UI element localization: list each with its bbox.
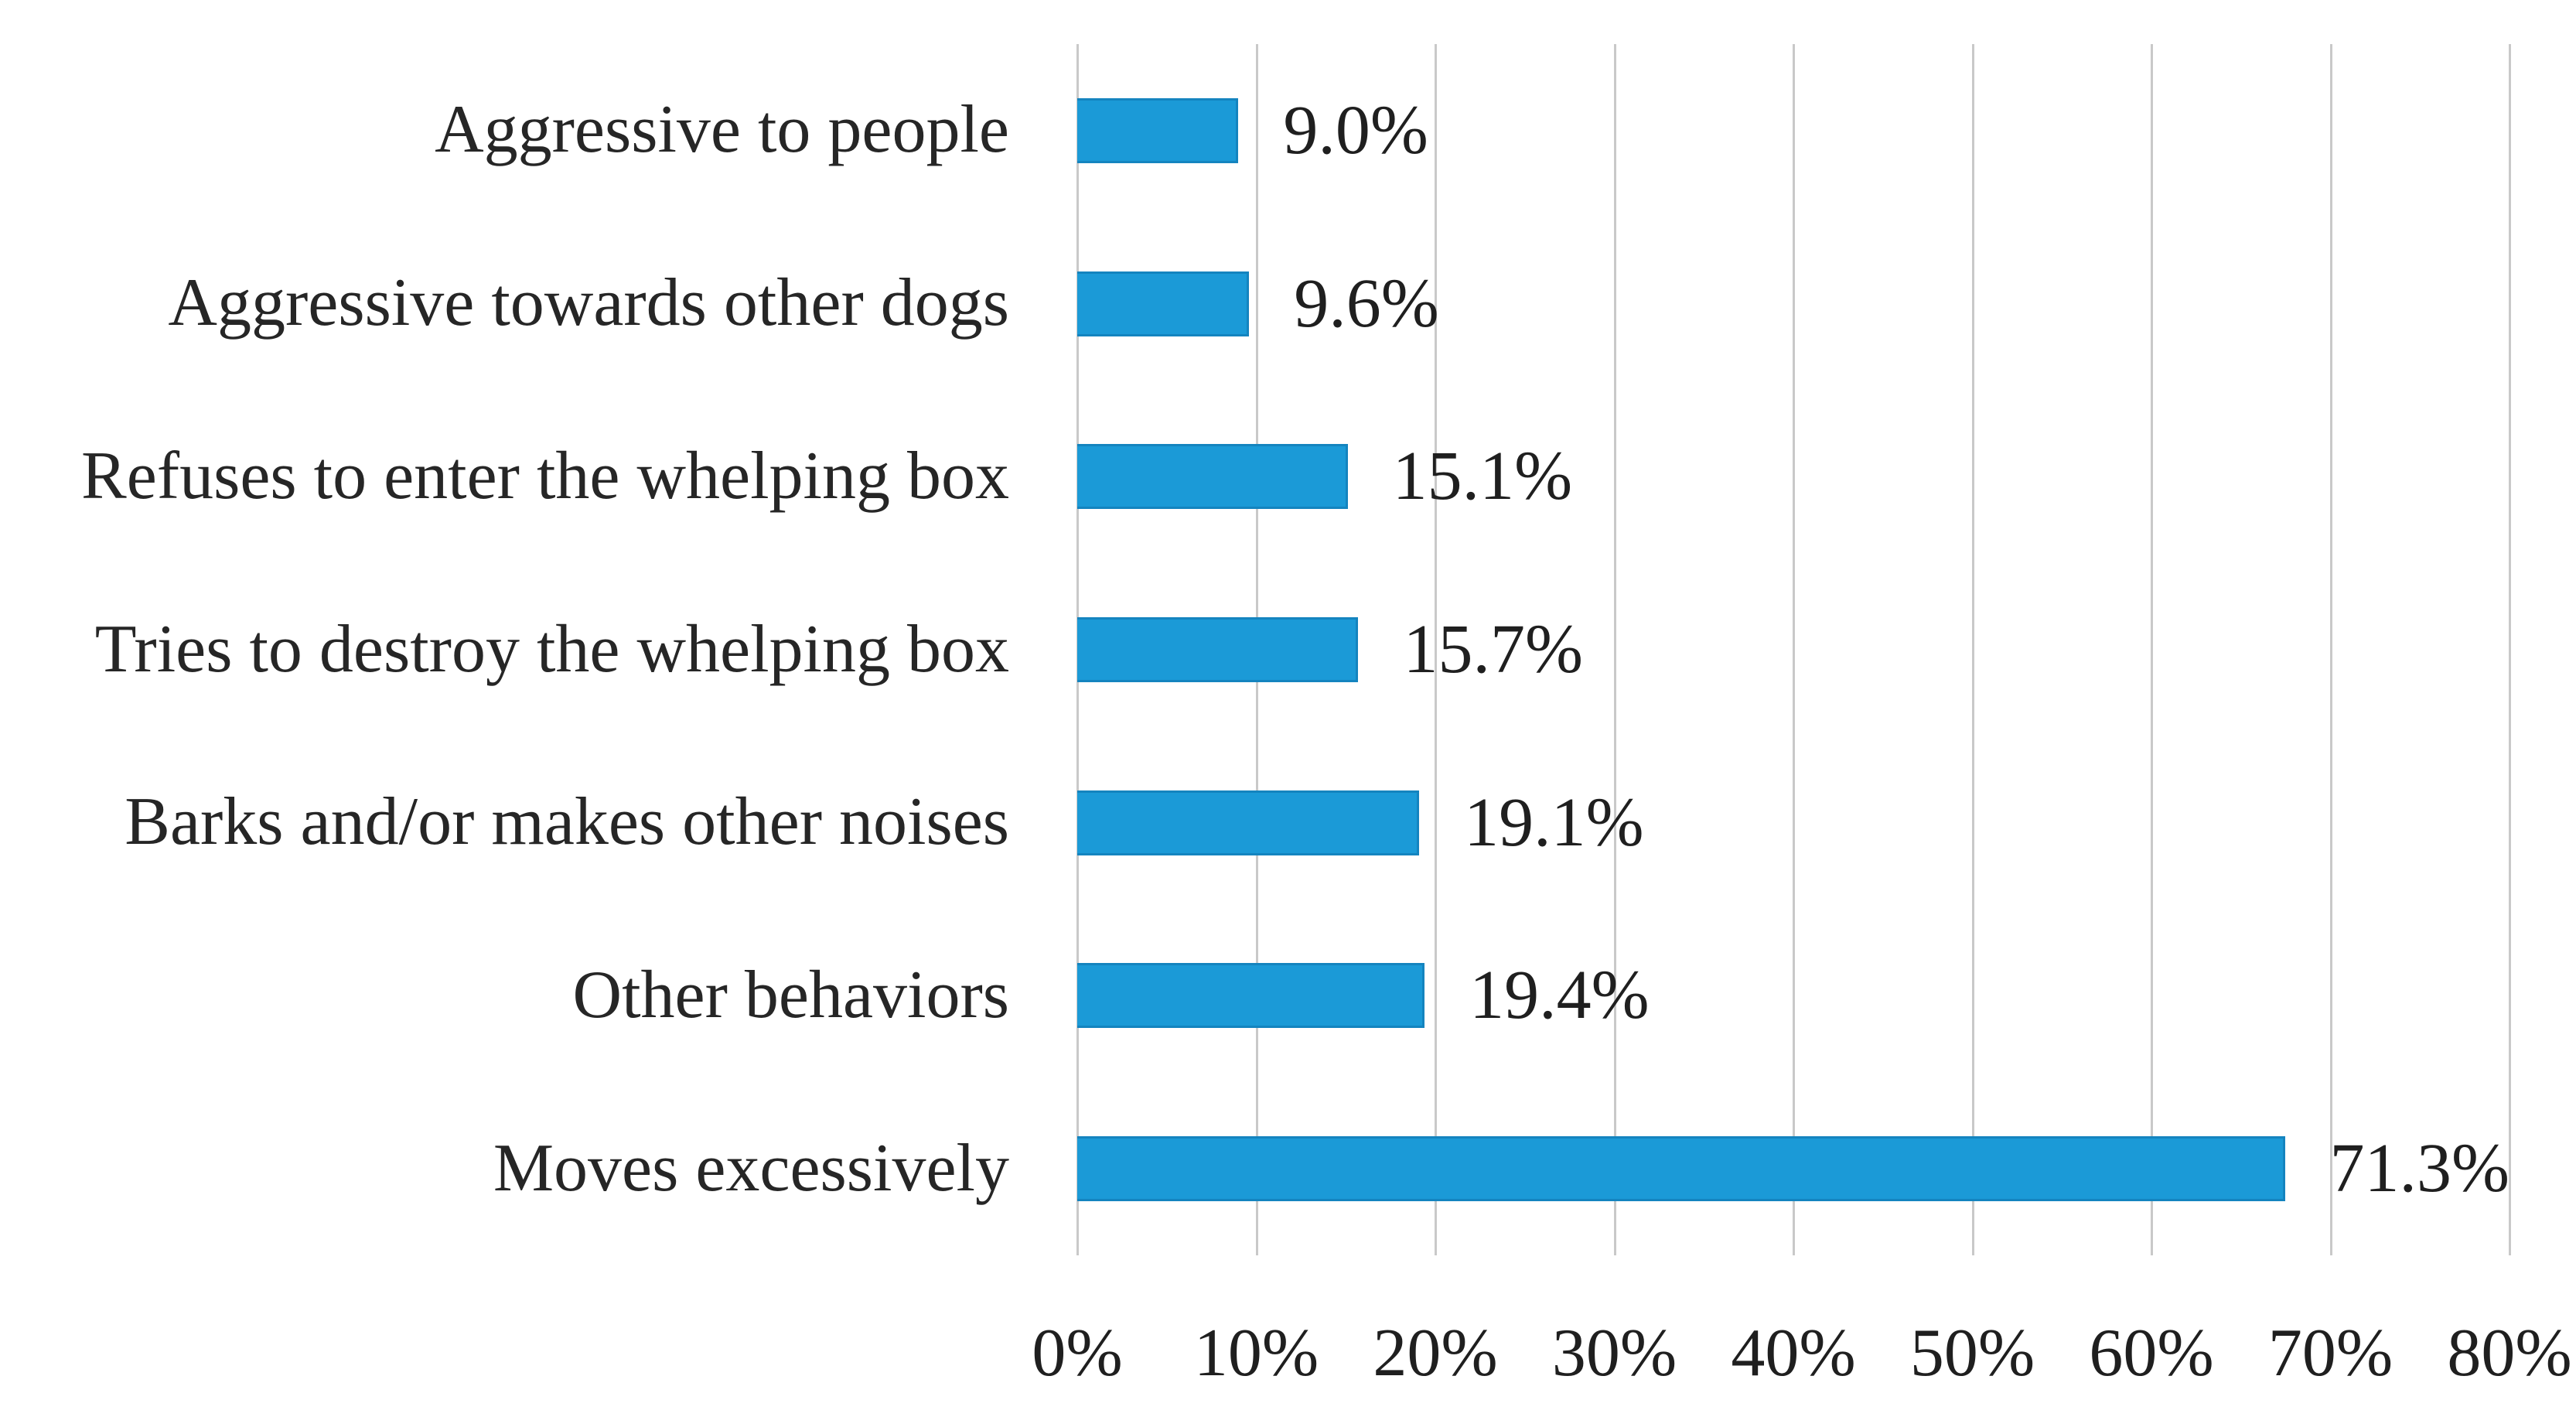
- x-axis-tick-label: 70%: [2267, 1316, 2393, 1391]
- x-axis-tick-label: 80%: [2447, 1316, 2572, 1391]
- plot-area: 9.0% 9.6% 15.1% 15.7% 19.1% 19.4%: [1076, 44, 2511, 1255]
- category-label: Tries to destroy the whelping box: [94, 611, 1009, 687]
- bar-rows: 9.0% 9.6% 15.1% 15.7% 19.1% 19.4%: [1077, 44, 2509, 1255]
- value-label: 19.1%: [1464, 784, 1644, 861]
- category-label-column: Aggressive to people Aggressive towards …: [0, 44, 1009, 1255]
- gridline: [1613, 44, 1616, 1255]
- gridline: [2151, 44, 2153, 1255]
- x-axis-tick-label: 50%: [1909, 1316, 2035, 1391]
- bar-row: 9.6%: [1077, 217, 2509, 391]
- bar-row: 19.4%: [1077, 910, 2509, 1083]
- bar: [1077, 271, 1250, 336]
- x-axis-tick-label: 40%: [1731, 1316, 1856, 1391]
- x-axis-tick-label: 20%: [1373, 1316, 1498, 1391]
- category-label: Aggressive towards other dogs: [168, 265, 1009, 341]
- value-label: 9.6%: [1294, 265, 1439, 342]
- bar-row: 19.1%: [1077, 736, 2509, 910]
- gridline: [2509, 44, 2511, 1255]
- bar: [1077, 790, 1420, 855]
- bar-row: 15.1%: [1077, 390, 2509, 563]
- value-label: 19.4%: [1469, 957, 1650, 1034]
- bar: [1077, 97, 1239, 163]
- bar-row: 9.0%: [1077, 44, 2509, 217]
- x-axis-tick-label: 60%: [2089, 1316, 2214, 1391]
- bar: [1077, 617, 1359, 683]
- x-axis: 0% 10% 20% 30% 40% 50% 60% 70% 80%: [1032, 1316, 2571, 1405]
- gridline: [1971, 44, 1974, 1255]
- bar: [1077, 444, 1348, 510]
- value-label: 9.0%: [1283, 91, 1428, 169]
- x-axis-tick-label: 10%: [1193, 1316, 1319, 1391]
- category-label: Barks and/or makes other noises: [125, 784, 1009, 860]
- gridline: [2329, 44, 2332, 1255]
- bar: [1077, 963, 1425, 1029]
- category-label: Aggressive to people: [435, 92, 1009, 168]
- x-axis-tick-label: 0%: [1032, 1316, 1123, 1391]
- gridline: [1793, 44, 1795, 1255]
- category-label: Other behaviors: [572, 958, 1009, 1033]
- bar-row: 15.7%: [1077, 563, 2509, 736]
- gridline: [1435, 44, 1437, 1255]
- value-label: 15.7%: [1403, 611, 1583, 688]
- value-label: 71.3%: [2329, 1130, 2509, 1207]
- value-label: 15.1%: [1392, 438, 1573, 515]
- bar: [1077, 1136, 2285, 1202]
- x-axis-tick-label: 30%: [1551, 1316, 1677, 1391]
- bar-row: 71.3%: [1077, 1082, 2509, 1255]
- category-label: Moves excessively: [493, 1130, 1009, 1206]
- category-label: Refuses to enter the whelping box: [81, 438, 1009, 514]
